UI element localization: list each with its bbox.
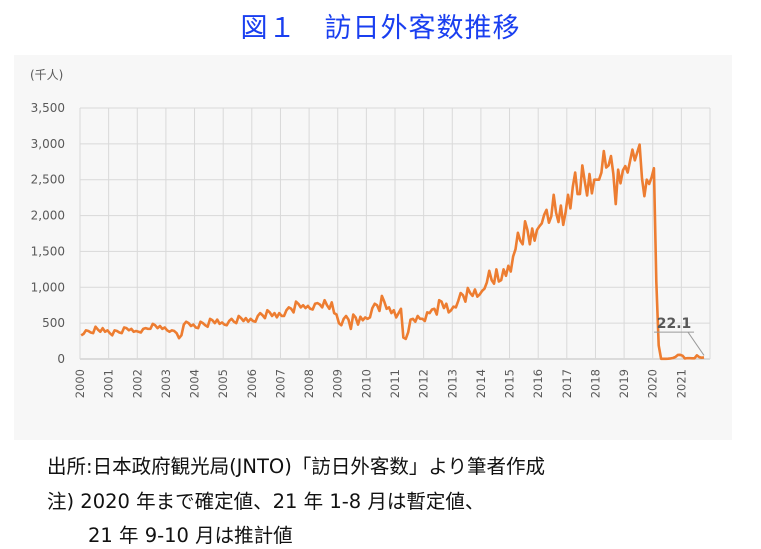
x-tick-label: 2019 [617,369,631,398]
x-tick-label: 2010 [359,369,373,398]
footnote-line-2: 21 年 9-10 月は推計値 [88,524,293,547]
x-tick-label: 2009 [331,369,345,398]
x-tick-label: 2005 [216,369,230,398]
x-tick-label: 2012 [417,369,431,398]
source-note: 出所:日本政府観光局(JNTO)「訪日外客数」より筆者作成 [47,455,545,478]
y-axis-unit-label: (千人) [30,68,63,82]
y-tick-label: 2,500 [31,173,65,187]
visitor-series-line [80,143,705,361]
y-tick-label: 3,500 [31,101,65,115]
x-tick-label: 2006 [245,369,259,398]
x-tick-label: 2008 [302,369,316,398]
x-axis: 2000 2001 2002 2003 2004 2005 2006 2007 2008 2009… [73,369,688,398]
annotation-label: 22.1 [657,316,692,332]
x-tick-label: 2003 [159,369,173,398]
y-tick-label: 2,000 [31,209,65,223]
x-tick-label: 2020 [646,369,660,398]
y-tick-label: 0 [57,352,65,366]
annotation-leader-line [687,331,705,356]
x-tick-label: 2016 [531,369,545,398]
x-tick-label: 2014 [474,369,488,398]
y-axis: 0 500 1,000 1,500 2,000 2,500 3,000 3,500 [31,101,65,366]
x-tick-label: 2017 [560,369,574,398]
y-tick-label: 1,000 [31,280,65,294]
x-tick-label: 2011 [388,369,402,398]
x-tick-label: 2007 [273,369,287,398]
x-tick-label: 2004 [188,369,202,398]
plot-panel [14,55,732,440]
footnote-line-1: 注) 2020 年まで確定値、21 年 1-8 月は暫定値、 [47,490,485,513]
x-tick-label: 2001 [102,369,116,398]
x-tick-label: 2021 [674,369,688,398]
x-tick-label: 2000 [73,369,87,398]
y-tick-label: 500 [42,316,65,330]
y-tick-label: 3,000 [31,137,65,151]
x-tick-label: 2013 [445,369,459,398]
x-tick-label: 2018 [588,369,602,398]
chart-title: 図１ 訪日外客数推移 [240,13,521,44]
x-tick-label: 2002 [130,369,144,398]
y-tick-label: 1,500 [31,244,65,258]
x-tick-label: 2015 [503,369,517,398]
